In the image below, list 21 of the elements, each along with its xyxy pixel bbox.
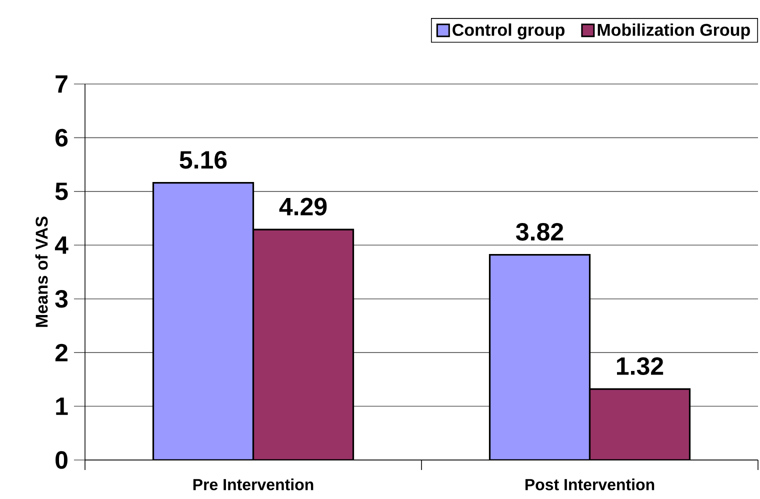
y-tick-label: 0 bbox=[56, 451, 68, 469]
bar bbox=[252, 228, 354, 460]
bar bbox=[488, 254, 591, 460]
y-tick-label: 7 bbox=[56, 75, 68, 93]
x-tick-label: Pre Intervention bbox=[193, 478, 314, 490]
legend-label: Mobilization Group bbox=[598, 23, 750, 40]
bar bbox=[588, 388, 691, 460]
bar bbox=[152, 182, 254, 460]
y-tick-label: 5 bbox=[55, 182, 68, 200]
x-tick-label: Post Intervention bbox=[525, 478, 654, 490]
legend-label: Control group bbox=[452, 23, 565, 40]
y-tick-label: 3 bbox=[55, 290, 68, 308]
y-tick-label: 2 bbox=[55, 344, 68, 362]
data-label: 3.82 bbox=[516, 222, 564, 241]
data-label: 5.16 bbox=[180, 151, 227, 169]
y-tick-label: 6 bbox=[56, 128, 68, 147]
y-tick-label: 1 bbox=[56, 398, 68, 415]
y-tick-label: 4 bbox=[54, 236, 68, 254]
data-label: 4.29 bbox=[279, 198, 327, 216]
y-axis-title: Means of VAS bbox=[35, 216, 48, 327]
data-label: 1.32 bbox=[617, 357, 664, 375]
